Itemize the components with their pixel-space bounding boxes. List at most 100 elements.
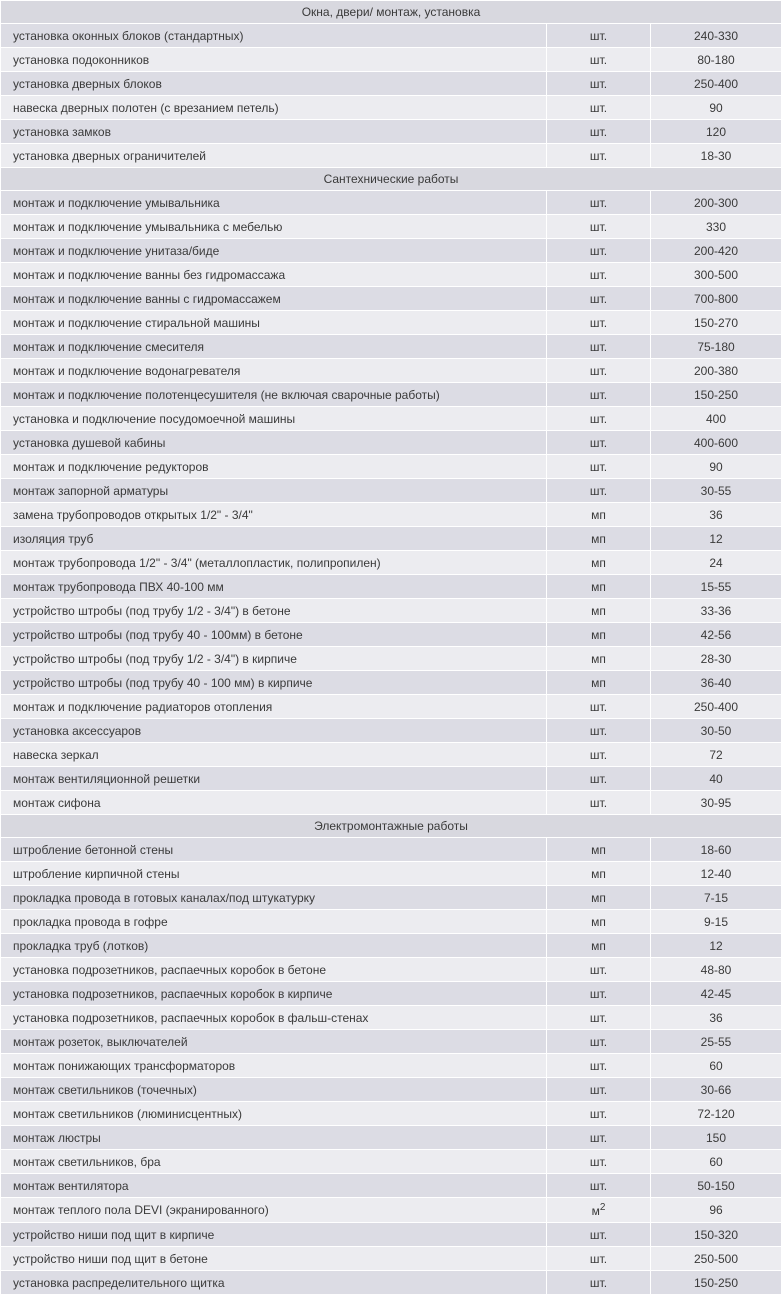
cell-name: прокладка провода в гофре <box>1 910 547 934</box>
table-row: установка распределительного щиткашт.150… <box>1 1271 781 1295</box>
table-row: установка аксессуаровшт.30-50 <box>1 719 781 743</box>
table-row: установка и подключение посудомоечной ма… <box>1 407 781 431</box>
table-row: монтаж вентиляционной решеткишт.40 <box>1 767 781 791</box>
cell-name: монтаж розеток, выключателей <box>1 1030 547 1054</box>
cell-price: 36 <box>651 503 781 527</box>
cell-name: монтаж понижающих трансформаторов <box>1 1054 547 1078</box>
table-row: монтаж розеток, выключателейшт.25-55 <box>1 1030 781 1054</box>
table-row: монтаж трубопровода ПВХ 40-100 мммп15-55 <box>1 575 781 599</box>
table-row: монтаж и подключение редукторовшт.90 <box>1 455 781 479</box>
cell-unit: шт. <box>547 287 651 311</box>
cell-price: 200-380 <box>651 359 781 383</box>
cell-price: 700-800 <box>651 287 781 311</box>
table-row: монтаж и подключение умывальника с мебел… <box>1 215 781 239</box>
table-row: монтаж и подключение унитаза/бидешт.200-… <box>1 239 781 263</box>
cell-name: монтаж сифона <box>1 791 547 815</box>
cell-unit: шт. <box>547 359 651 383</box>
cell-name: установка подоконников <box>1 48 547 72</box>
cell-price: 18-30 <box>651 144 781 168</box>
cell-unit: шт. <box>547 1150 651 1174</box>
cell-price: 36 <box>651 1006 781 1030</box>
cell-unit: шт. <box>547 1271 651 1295</box>
cell-name: навеска зеркал <box>1 743 547 767</box>
cell-name: монтаж вентилятора <box>1 1174 547 1198</box>
table-row: штробление бетонной стенымп18-60 <box>1 838 781 862</box>
cell-unit: мп <box>547 503 651 527</box>
cell-price: 30-55 <box>651 479 781 503</box>
cell-unit: шт. <box>547 1054 651 1078</box>
cell-name: установка подрозетников, распаечных коро… <box>1 958 547 982</box>
cell-unit: мп <box>547 599 651 623</box>
cell-unit: шт. <box>547 24 651 48</box>
cell-price: 400-600 <box>651 431 781 455</box>
cell-name: штробление бетонной стены <box>1 838 547 862</box>
cell-price: 12-40 <box>651 862 781 886</box>
cell-unit: м2 <box>547 1198 651 1223</box>
table-row: установка душевой кабинышт.400-600 <box>1 431 781 455</box>
cell-name: монтаж и подключение редукторов <box>1 455 547 479</box>
cell-name: установка распределительного щитка <box>1 1271 547 1295</box>
cell-unit: шт. <box>547 982 651 1006</box>
table-row: навеска зеркалшт.72 <box>1 743 781 767</box>
table-row: установка дверных блоковшт.250-400 <box>1 72 781 96</box>
section-title: Окна, двери/ монтаж, установка <box>1 1 781 24</box>
cell-price: 330 <box>651 215 781 239</box>
cell-name: установка оконных блоков (стандартных) <box>1 24 547 48</box>
table-row: устройство ниши под щит в кирпичешт.150-… <box>1 1223 781 1247</box>
cell-unit: шт. <box>547 455 651 479</box>
table-row: прокладка труб (лотков)мп12 <box>1 934 781 958</box>
cell-price: 150 <box>651 1126 781 1150</box>
cell-price: 60 <box>651 1054 781 1078</box>
table-row: установка подрозетников, распаечных коро… <box>1 982 781 1006</box>
table-row: монтаж и подключение радиаторов отоплени… <box>1 695 781 719</box>
cell-price: 15-55 <box>651 575 781 599</box>
cell-name: монтаж и подключение радиаторов отоплени… <box>1 695 547 719</box>
table-row: монтаж и подключение водонагревателяшт.2… <box>1 359 781 383</box>
cell-name: устройство штробы (под трубу 40 - 100мм)… <box>1 623 547 647</box>
cell-name: монтаж вентиляционной решетки <box>1 767 547 791</box>
cell-name: установка и подключение посудомоечной ма… <box>1 407 547 431</box>
cell-price: 12 <box>651 527 781 551</box>
cell-unit: шт. <box>547 1126 651 1150</box>
cell-unit: шт. <box>547 1223 651 1247</box>
section-title: Сантехнические работы <box>1 168 781 191</box>
cell-unit: мп <box>547 527 651 551</box>
cell-name: монтаж и подключение умывальника с мебел… <box>1 215 547 239</box>
cell-unit: шт. <box>547 311 651 335</box>
cell-unit: мп <box>547 551 651 575</box>
table-row: монтаж светильников (точечных)шт.30-66 <box>1 1078 781 1102</box>
cell-name: монтаж люстры <box>1 1126 547 1150</box>
cell-price: 250-500 <box>651 1247 781 1271</box>
table-row: монтаж и подключение умывальникашт.200-3… <box>1 191 781 215</box>
cell-price: 48-80 <box>651 958 781 982</box>
cell-unit: шт. <box>547 1078 651 1102</box>
cell-unit: шт. <box>547 743 651 767</box>
cell-name: навеска дверных полотен (с врезанием пет… <box>1 96 547 120</box>
cell-price: 90 <box>651 455 781 479</box>
cell-unit: мп <box>547 862 651 886</box>
cell-unit: мп <box>547 671 651 695</box>
cell-unit: шт. <box>547 72 651 96</box>
table-row: монтаж люстрышт.150 <box>1 1126 781 1150</box>
cell-unit: мп <box>547 647 651 671</box>
cell-unit: мп <box>547 910 651 934</box>
cell-unit: мп <box>547 623 651 647</box>
cell-price: 400 <box>651 407 781 431</box>
table-row: монтаж и подключение полотенцесушителя (… <box>1 383 781 407</box>
cell-unit: шт. <box>547 1030 651 1054</box>
cell-name: установка аксессуаров <box>1 719 547 743</box>
cell-name: монтаж светильников, бра <box>1 1150 547 1174</box>
table-row: устройство штробы (под трубу 1/2 - 3/4")… <box>1 647 781 671</box>
cell-price: 50-150 <box>651 1174 781 1198</box>
section-header: Сантехнические работы <box>1 168 781 191</box>
cell-unit: шт. <box>547 1174 651 1198</box>
cell-price: 300-500 <box>651 263 781 287</box>
cell-name: прокладка провода в готовых каналах/под … <box>1 886 547 910</box>
cell-name: устройство ниши под щит в бетоне <box>1 1247 547 1271</box>
cell-price: 90 <box>651 96 781 120</box>
table-row: установка подоконниковшт.80-180 <box>1 48 781 72</box>
cell-name: монтаж и подключение ванны без гидромасс… <box>1 263 547 287</box>
cell-name: монтаж и подключение водонагревателя <box>1 359 547 383</box>
table-row: монтаж и подключение ванны с гидромассаж… <box>1 287 781 311</box>
cell-name: устройство штробы (под трубу 1/2 - 3/4")… <box>1 599 547 623</box>
